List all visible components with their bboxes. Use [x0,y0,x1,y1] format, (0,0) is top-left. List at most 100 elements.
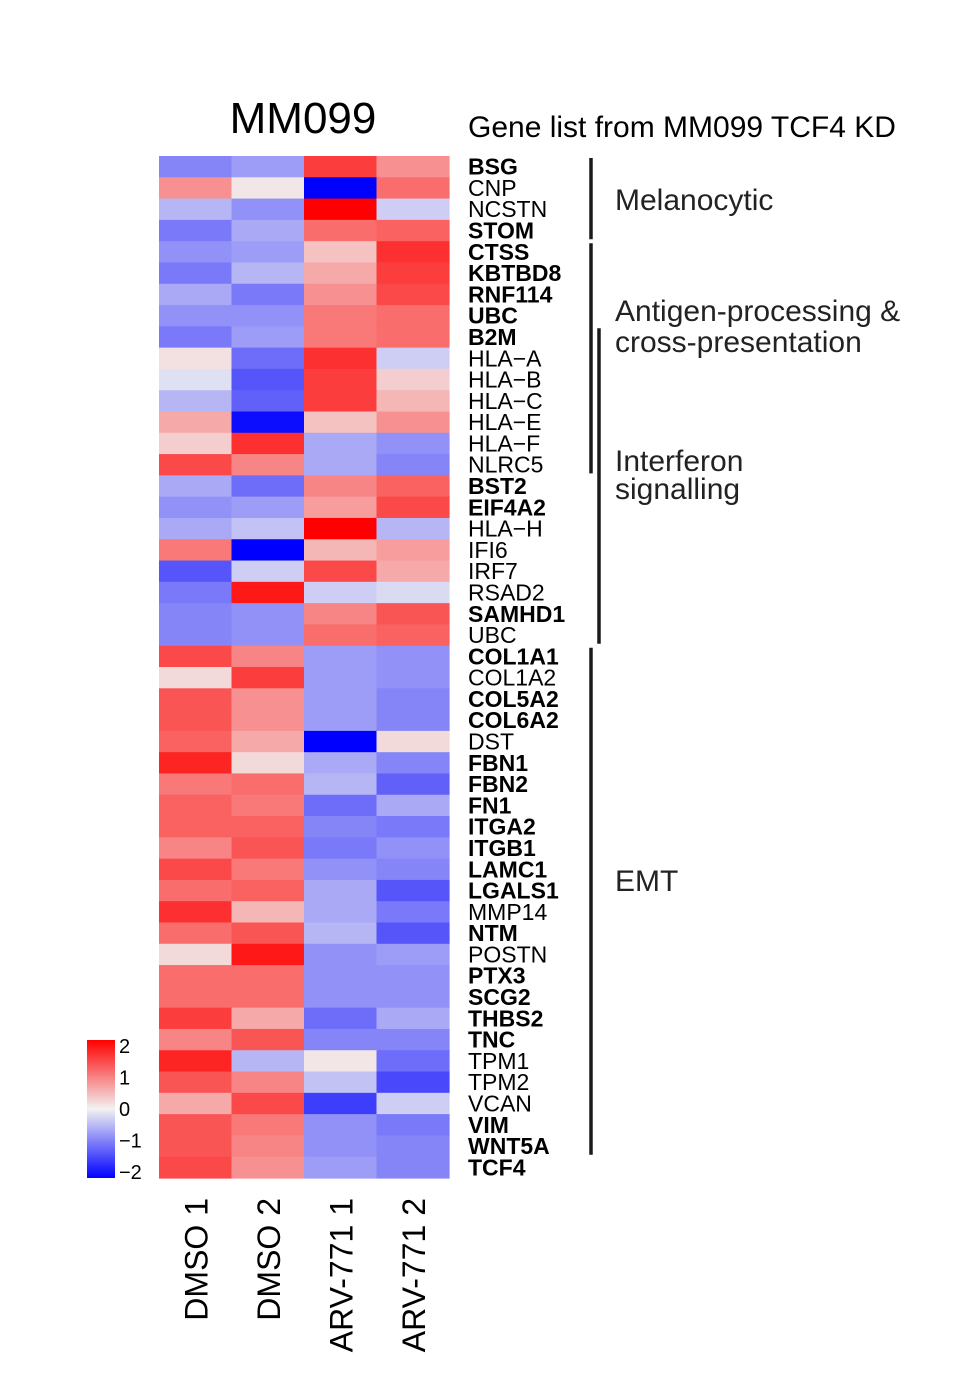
heatmap-cell [159,645,233,668]
heatmap-cell [304,241,378,264]
heatmap-cell [231,347,305,370]
heatmap-cell [376,773,450,796]
gene-label: ITGB1 [468,835,536,861]
legend-tick-label: 0 [119,1099,130,1121]
heatmap-cell [159,517,233,540]
heatmap-cell [231,539,305,562]
heatmap-cell [159,219,233,242]
heatmap-cell [304,581,378,604]
heatmap-cell [159,752,233,775]
gene-label: LGALS1 [468,878,559,904]
heatmap-cell [376,1092,450,1115]
heatmap-cell [231,219,305,242]
gene-label: STOM [468,218,534,244]
heatmap-cell [304,730,378,753]
gene-label: TCF4 [468,1154,526,1180]
column-label: DMSO 2 [251,1198,287,1321]
legend-gradient-bar [87,1040,115,1178]
heatmap-cell [376,1156,450,1179]
gene-label: BST2 [468,473,527,499]
heatmap-cell [159,177,233,200]
heatmap-cell [231,730,305,753]
heatmap-cell [159,262,233,285]
heatmap-cell [376,709,450,732]
gene-label: HLA−C [468,388,543,414]
heatmap-cell [231,965,305,987]
heatmap-cell [376,1071,450,1094]
heatmap-cell [231,688,305,711]
chart-title: MM099 [230,94,377,143]
group-label: Melanocytic [615,184,773,217]
heatmap-cell [376,688,450,711]
heatmap-cell [159,411,233,434]
heatmap-cell [159,879,233,902]
heatmap-cell [231,305,305,327]
heatmap-cell [376,794,450,817]
gene-labels: BSGCNPNCSTNSTOMCTSSKBTBD8RNF114UBCB2MHLA… [468,154,565,1181]
heatmap-cell [376,922,450,945]
heatmap-cell [304,156,378,178]
heatmap-cell [231,922,305,945]
heatmap-cell [376,816,450,838]
heatmap-cell [159,1071,233,1094]
heatmap-cell [376,326,450,349]
heatmap-cell [159,794,233,817]
heatmap-cell [304,539,378,562]
heatmap-cell [159,156,233,178]
heatmap-cell [159,986,233,1009]
gene-label: NCSTN [468,196,547,222]
heatmap-cell [304,262,378,285]
heatmap-cell [159,1114,233,1137]
heatmap-cell [159,1156,233,1179]
legend-tick-label: 2 [119,1036,130,1058]
heatmap-cell [159,1050,233,1073]
heatmap-cell [231,1092,305,1115]
gene-label: FBN1 [468,750,528,776]
heatmap-cell [159,922,233,945]
gene-label: HLA−B [468,367,542,393]
heatmap-cell [376,411,450,434]
legend-tick-label: 1 [119,1068,130,1090]
gene-list-title: Gene list from MM099 TCF4 KD [468,111,896,144]
gene-label: COL1A1 [468,643,559,669]
heatmap-cell [231,1028,305,1051]
heatmap-cell [159,837,233,860]
heatmap-cell [376,1050,450,1073]
gene-label: HLA−E [468,409,542,435]
heatmap-cell [304,794,378,817]
heatmap-cell [159,1028,233,1051]
heatmap-cell [376,241,450,264]
gene-label: TNC [468,1027,515,1053]
heatmap-cell [304,667,378,689]
heatmap-cell [376,645,450,668]
heatmap-cell [231,943,305,966]
heatmap-cell [304,624,378,647]
column-label: ARV-771 2 [396,1198,432,1352]
gene-label: HLA−F [468,430,540,456]
heatmap-cell [304,1050,378,1073]
heatmap-cell [304,305,378,327]
heatmap-cell [159,496,233,519]
gene-label: HLA−H [468,516,543,542]
heatmap-cell [376,432,450,455]
heatmap-cell [231,624,305,647]
gene-label: LAMC1 [468,856,547,882]
gene-label: RSAD2 [468,579,545,605]
gene-label: UBC [468,303,518,329]
heatmap-cell [304,879,378,902]
heatmap-cell [231,1114,305,1137]
heatmap-cell [231,177,305,200]
heatmap-cell [376,368,450,391]
heatmap-cell [159,454,233,476]
heatmap-cell [304,773,378,796]
heatmap-cell [159,1135,233,1158]
heatmap-cell [159,475,233,498]
heatmap-cell [231,879,305,902]
heatmap-cell [159,347,233,370]
heatmap-cell [159,432,233,455]
heatmap-cell [159,773,233,796]
heatmap-cell [376,667,450,689]
heatmap-cell [376,219,450,242]
heatmap-cell [376,347,450,370]
group-annotations: Melanocytic Antigen-processing &cross-pre… [589,158,900,1155]
